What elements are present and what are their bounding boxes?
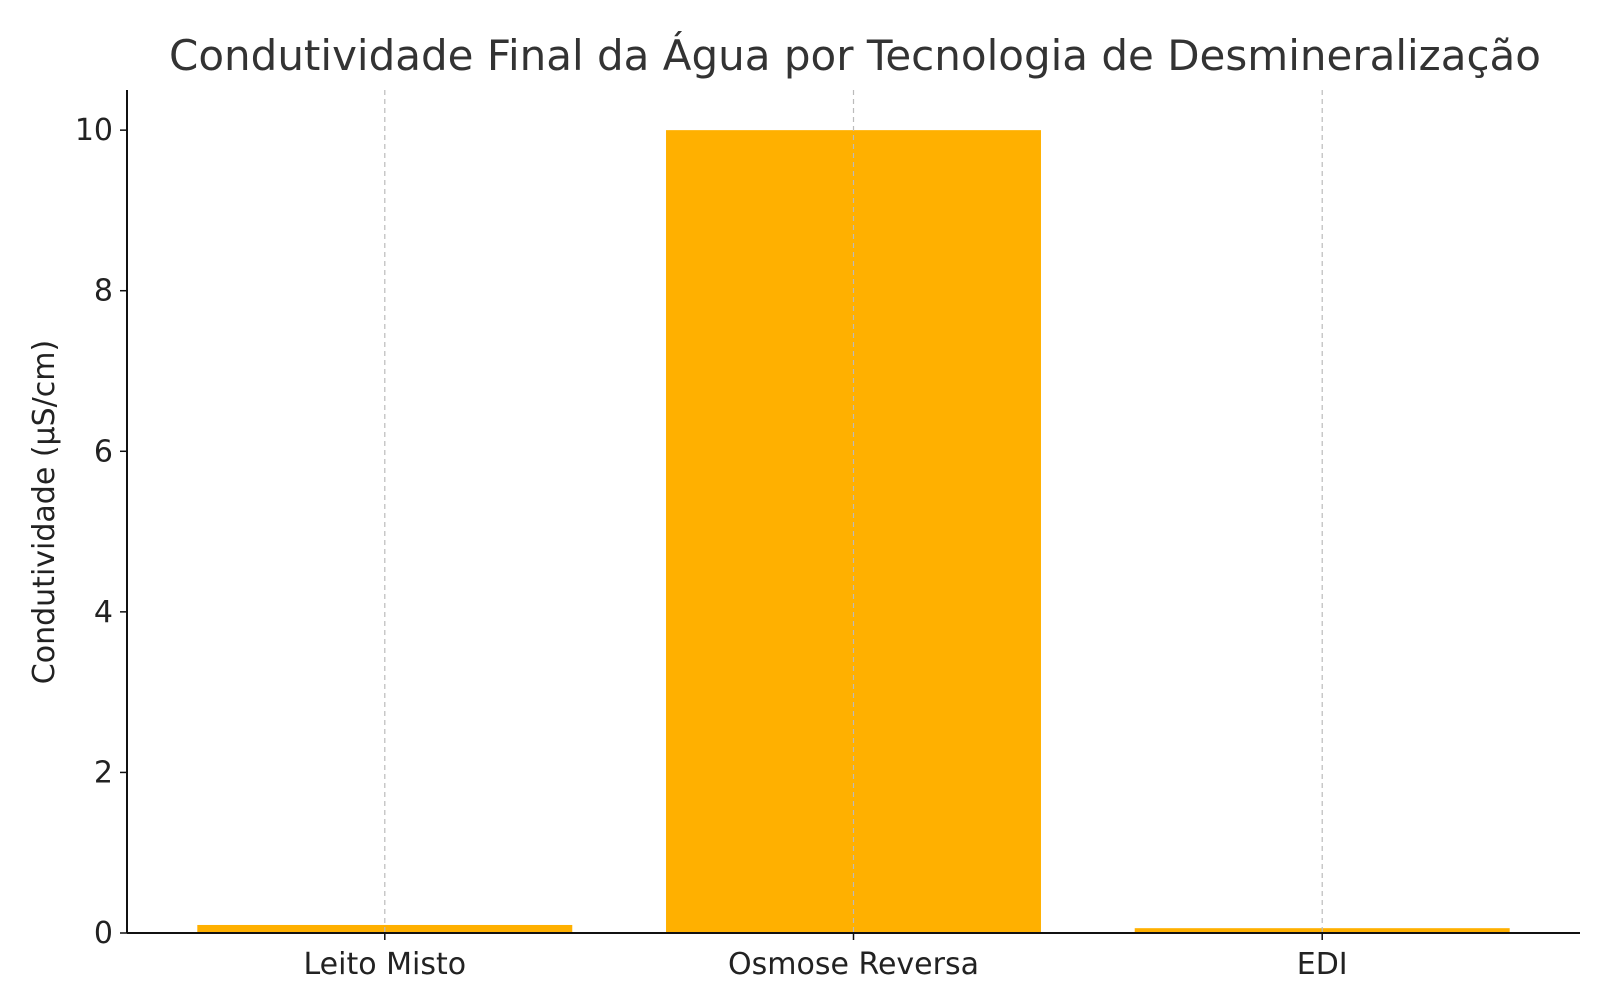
- x-axis-ticks: Leito Misto Osmose Reversa EDI: [303, 933, 1348, 982]
- x-tick-label: EDI: [1297, 947, 1348, 982]
- x-tick-label: Leito Misto: [303, 947, 466, 982]
- y-axis-ticks: 0 2 4 6 8 10: [75, 113, 127, 951]
- y-tick-label: 2: [94, 755, 113, 790]
- grid-lines: [384, 90, 1323, 933]
- y-tick-label: 6: [94, 434, 113, 469]
- y-tick-label: 4: [94, 595, 113, 630]
- y-tick-label: 10: [75, 113, 113, 148]
- y-tick-label: 8: [94, 274, 113, 309]
- y-tick-label: 0: [94, 916, 113, 951]
- chart-title: Condutividade Final da Água por Tecnolog…: [169, 30, 1541, 80]
- y-axis-label: Condutividade (µS/cm): [27, 340, 62, 684]
- x-tick-label: Osmose Reversa: [728, 947, 979, 982]
